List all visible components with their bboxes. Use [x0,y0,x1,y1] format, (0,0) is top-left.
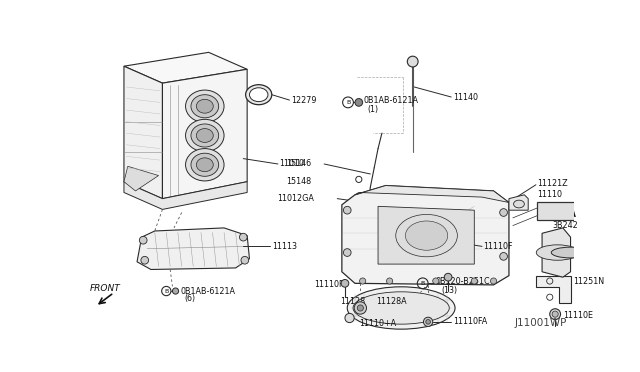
Circle shape [550,309,561,320]
Ellipse shape [196,99,213,113]
Ellipse shape [348,287,455,329]
Text: 15146: 15146 [286,160,311,169]
Text: 11010: 11010 [280,160,305,169]
Text: 11012GA: 11012GA [277,194,314,203]
Circle shape [407,56,418,67]
Ellipse shape [186,90,224,122]
Circle shape [354,302,367,314]
Circle shape [341,279,349,287]
Text: 11140: 11140 [452,93,477,102]
Circle shape [241,256,249,264]
Text: 0B120-B251C: 0B120-B251C [435,277,490,286]
Circle shape [355,99,363,106]
Polygon shape [124,166,159,191]
Polygon shape [124,66,163,199]
Text: 15148: 15148 [286,177,311,186]
Ellipse shape [196,129,213,142]
Circle shape [344,206,351,214]
Circle shape [357,305,364,311]
Circle shape [552,311,558,317]
Text: B: B [346,100,350,105]
Circle shape [471,278,477,284]
Ellipse shape [353,292,449,324]
Ellipse shape [191,153,219,176]
Circle shape [500,209,508,217]
Text: J11001WP: J11001WP [515,318,566,328]
Text: 11110+A: 11110+A [360,319,397,328]
Polygon shape [378,206,474,264]
Circle shape [360,278,365,284]
Ellipse shape [186,148,224,181]
Text: (13): (13) [441,286,458,295]
Text: 11121Z: 11121Z [538,179,568,188]
Ellipse shape [551,247,590,258]
Text: FRONT: FRONT [90,284,120,293]
Polygon shape [342,186,509,285]
Polygon shape [163,69,247,199]
Circle shape [140,236,147,244]
Circle shape [387,278,393,284]
Ellipse shape [196,158,213,172]
Ellipse shape [186,119,224,152]
Text: (1): (1) [367,105,378,114]
Text: 0B1AB-6121A: 0B1AB-6121A [364,96,419,105]
Text: 12279: 12279 [291,96,317,105]
Text: B: B [164,289,168,294]
Text: 11110F: 11110F [484,242,513,251]
Text: (6): (6) [185,294,196,303]
Circle shape [172,288,179,294]
Polygon shape [536,276,570,302]
Text: 11110F: 11110F [314,280,344,289]
Circle shape [344,249,351,256]
Text: 11128: 11128 [340,296,365,305]
Ellipse shape [250,88,268,102]
Text: 11110FA: 11110FA [452,317,487,326]
Circle shape [444,273,452,281]
Polygon shape [124,182,247,209]
Polygon shape [137,228,250,269]
Text: 0B1AB-6121A: 0B1AB-6121A [180,286,235,295]
Ellipse shape [513,200,524,208]
Ellipse shape [246,85,272,105]
Circle shape [424,317,433,327]
Text: 11110E: 11110E [563,311,593,320]
Circle shape [433,278,439,284]
Circle shape [490,278,497,284]
Circle shape [239,233,247,241]
Polygon shape [509,195,528,210]
Text: 11110: 11110 [538,190,563,199]
Ellipse shape [191,95,219,118]
Text: 3B242: 3B242 [553,221,579,230]
Circle shape [345,313,354,323]
Text: 11128A: 11128A [376,296,406,305]
Ellipse shape [191,124,219,147]
Circle shape [426,320,431,324]
Text: 11113: 11113 [272,242,297,251]
Ellipse shape [396,214,458,257]
Circle shape [500,253,508,260]
Polygon shape [542,228,570,277]
Text: B: B [420,281,425,286]
Text: 3B343E: 3B343E [539,203,571,212]
Circle shape [141,256,148,264]
Ellipse shape [405,221,448,250]
FancyBboxPatch shape [537,202,584,220]
Ellipse shape [536,245,579,260]
Text: 3B343EA: 3B343EA [539,210,577,219]
Text: 11251N: 11251N [573,277,604,286]
Polygon shape [124,52,247,83]
Polygon shape [355,186,509,202]
